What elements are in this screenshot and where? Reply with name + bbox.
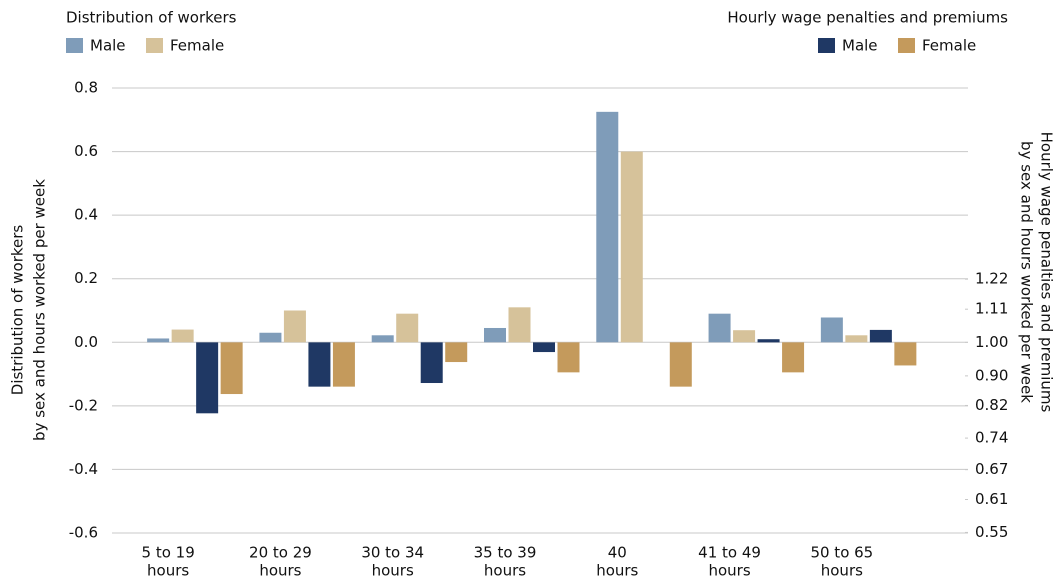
bar bbox=[596, 111, 619, 343]
legend-label: Female bbox=[922, 37, 976, 55]
bar bbox=[733, 330, 756, 343]
bar bbox=[620, 151, 643, 343]
bar bbox=[283, 310, 306, 343]
y2-tick-label: 0.61 bbox=[975, 490, 1008, 508]
y2-tick-label: 1.00 bbox=[975, 333, 1008, 351]
legend-title: Distribution of workers bbox=[66, 9, 237, 27]
bar bbox=[845, 335, 868, 343]
legend-swatch bbox=[146, 38, 163, 53]
bar bbox=[371, 335, 394, 343]
y2-tick-label: 0.55 bbox=[975, 523, 1008, 541]
bar bbox=[196, 342, 219, 414]
y2-axis-label: Hourly wage penalties and premiums bbox=[1038, 132, 1056, 413]
bar bbox=[508, 307, 531, 343]
legend-label: Female bbox=[170, 37, 224, 55]
bar bbox=[557, 342, 580, 373]
bar bbox=[332, 342, 355, 387]
legend-label: Male bbox=[842, 37, 878, 55]
legend-swatch bbox=[818, 38, 835, 53]
y2-tick-label: 1.22 bbox=[975, 270, 1008, 288]
bar bbox=[396, 313, 419, 343]
x-tick-label: hours bbox=[708, 562, 750, 580]
x-tick-label: hours bbox=[484, 562, 526, 580]
bar bbox=[171, 329, 194, 343]
legend-swatch bbox=[898, 38, 915, 53]
x-tick-label: 30 to 34 bbox=[361, 544, 424, 562]
y-axis-label: by sex and hours worked per week bbox=[31, 179, 49, 441]
legend-label: Male bbox=[90, 37, 126, 55]
x-tick-label: hours bbox=[372, 562, 414, 580]
y-tick-label: 0.0 bbox=[74, 333, 98, 351]
bar bbox=[220, 342, 243, 395]
x-tick-label: 41 to 49 bbox=[698, 544, 761, 562]
bar bbox=[147, 338, 170, 343]
y-tick-label: -0.6 bbox=[69, 524, 98, 542]
x-tick-label: hours bbox=[821, 562, 863, 580]
bar bbox=[533, 342, 555, 353]
bar bbox=[259, 332, 282, 343]
y-tick-label: 0.6 bbox=[74, 142, 98, 160]
bar bbox=[484, 327, 506, 343]
y2-tick-label: 0.90 bbox=[975, 366, 1008, 384]
x-tick-label: hours bbox=[147, 562, 189, 580]
y2-tick-label: 0.74 bbox=[975, 429, 1008, 447]
bar bbox=[820, 317, 843, 343]
legend-swatch bbox=[66, 38, 83, 53]
bar bbox=[308, 342, 331, 387]
y-axis-label: Distribution of workers bbox=[9, 225, 27, 396]
y2-tick-label: 0.67 bbox=[975, 460, 1008, 478]
bar bbox=[757, 339, 780, 343]
y2-tick-label: 1.11 bbox=[975, 300, 1008, 318]
y2-axis-label: by sex and hours worked per week bbox=[1018, 141, 1036, 403]
x-tick-label: 20 to 29 bbox=[249, 544, 312, 562]
x-tick-label: hours bbox=[596, 562, 638, 580]
x-tick-label: hours bbox=[259, 562, 301, 580]
x-tick-label: 5 to 19 bbox=[142, 544, 195, 562]
bar bbox=[669, 342, 692, 387]
bar bbox=[445, 342, 468, 363]
y-tick-label: 0.4 bbox=[74, 206, 98, 224]
x-tick-label: 50 to 65 bbox=[810, 544, 873, 562]
y-tick-label: -0.2 bbox=[69, 396, 98, 414]
bar bbox=[420, 342, 443, 384]
x-tick-label: 40 bbox=[608, 544, 627, 562]
legend-title: Hourly wage penalties and premiums bbox=[727, 9, 1008, 27]
x-tick-label: 35 to 39 bbox=[474, 544, 537, 562]
y2-tick-label: 0.82 bbox=[975, 396, 1008, 414]
y-tick-label: -0.4 bbox=[69, 460, 98, 478]
bar bbox=[894, 342, 917, 366]
y-tick-label: 0.2 bbox=[74, 269, 98, 287]
bar bbox=[708, 313, 731, 343]
bar bbox=[869, 329, 892, 343]
bar bbox=[782, 342, 805, 373]
y-tick-label: 0.8 bbox=[74, 79, 98, 97]
